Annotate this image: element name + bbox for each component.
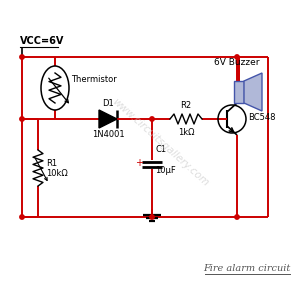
Text: D1: D1 [102,99,114,108]
Text: VCC=6V: VCC=6V [20,36,64,46]
Text: R1: R1 [46,160,57,168]
Polygon shape [99,110,117,128]
Text: BC548: BC548 [248,113,275,121]
Text: 6V Buzzer: 6V Buzzer [214,58,260,67]
Text: +: + [135,158,143,168]
Text: R2: R2 [180,101,192,110]
Text: 10μF: 10μF [155,166,176,175]
Circle shape [20,215,24,219]
Text: C1: C1 [155,145,166,154]
Polygon shape [244,73,262,111]
Circle shape [150,117,154,121]
Circle shape [150,215,154,219]
Circle shape [20,55,24,59]
Circle shape [235,215,239,219]
Circle shape [20,117,24,121]
Bar [234,81,244,103]
Text: Fire alarm circuit: Fire alarm circuit [203,264,290,273]
Circle shape [235,55,239,59]
Text: www.circuitsgallery.com: www.circuitsgallery.com [110,96,210,188]
Text: 1N4001: 1N4001 [92,130,124,139]
Text: 10kΩ: 10kΩ [46,170,68,179]
Text: 1kΩ: 1kΩ [178,128,194,137]
Text: Thermistor: Thermistor [71,75,117,84]
